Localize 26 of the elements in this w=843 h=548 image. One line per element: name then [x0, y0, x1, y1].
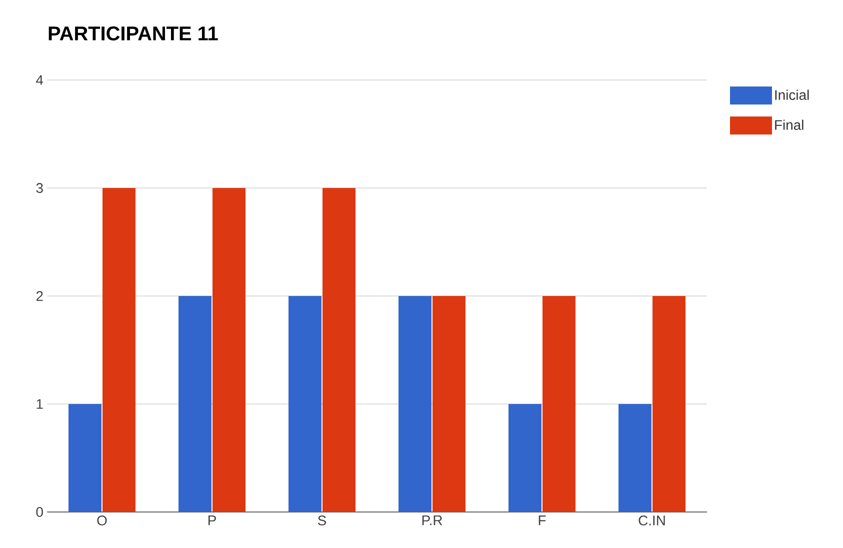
- bar: [288, 296, 322, 512]
- x-tick-label: C.IN: [638, 516, 665, 526]
- bar: [432, 296, 466, 512]
- bar: [322, 188, 356, 512]
- bar: [398, 296, 432, 512]
- bar: [68, 404, 102, 512]
- y-tick-label: 4: [36, 75, 44, 85]
- bar: [102, 188, 136, 512]
- bar: [212, 188, 246, 512]
- bar: [508, 404, 542, 512]
- chart-title: PARTICIPANTE 11: [48, 26, 218, 40]
- x-tick-label: P: [208, 516, 216, 526]
- y-tick-label: 3: [36, 183, 43, 193]
- legend-label: Inicial: [775, 90, 809, 100]
- bar: [178, 296, 212, 512]
- x-tick-label: O: [97, 516, 107, 526]
- x-tick-label: S: [318, 516, 326, 526]
- x-tick-label: P.R: [422, 516, 442, 526]
- y-tick-label: 0: [36, 507, 43, 517]
- bar: [542, 296, 576, 512]
- y-tick-label: 2: [36, 291, 43, 301]
- y-tick-label: 1: [36, 399, 43, 409]
- bar: [618, 404, 652, 512]
- bar: [652, 296, 686, 512]
- x-tick-label: F: [538, 516, 546, 526]
- legend-label: Final: [775, 120, 804, 130]
